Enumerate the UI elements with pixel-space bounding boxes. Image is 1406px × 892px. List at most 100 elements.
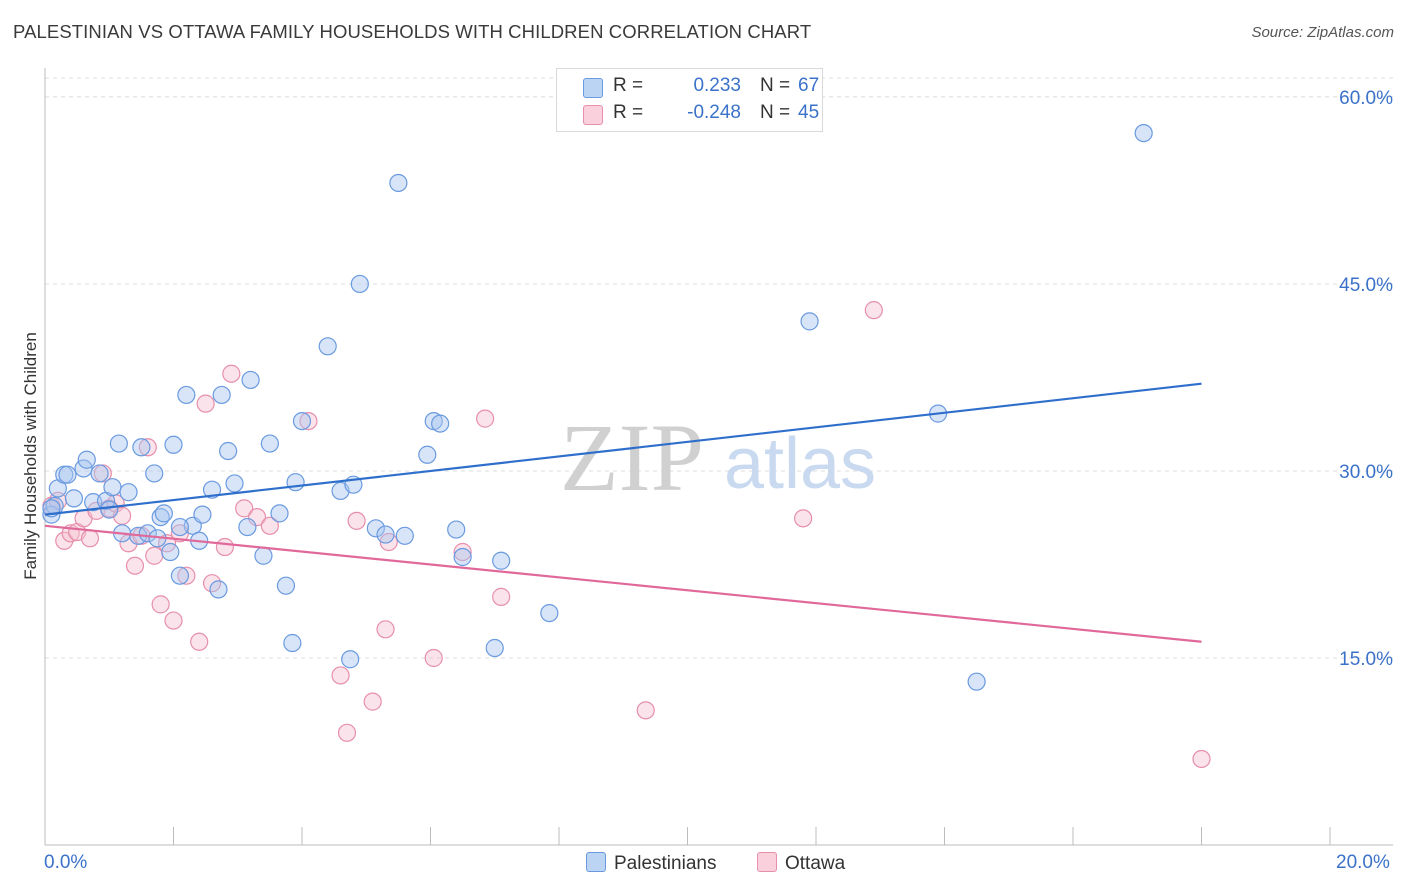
chart-title: PALESTINIAN VS OTTAWA FAMILY HOUSEHOLDS … [13,21,812,42]
ottawa-point [145,546,164,565]
palestinians-point [225,474,244,493]
ottawa-point [299,411,318,431]
legend-n-label: N = [760,75,791,96]
watermark-atlas: atlas [724,424,876,504]
palestinians-point [100,500,119,519]
ottawa-trend-line [44,524,1202,643]
source-label: Source: ZipAtlas.com [1251,24,1394,41]
palestinians-point [485,638,504,658]
watermark-zip: ZIP [560,404,704,511]
pink-swatch [583,105,603,125]
palestinians-point [800,312,819,331]
palestinians-point [177,385,196,405]
palestinians-point [241,370,260,390]
ottawa-point [80,529,100,548]
ottawa-point [235,499,254,518]
palestinians-point [154,504,173,523]
legend-ottawa: Ottawa [757,852,845,875]
palestinians-point [376,525,395,544]
palestinians-point [145,464,164,483]
y-tick-label: 60.0% [1339,88,1393,109]
palestinians-point [389,173,408,193]
ottawa-point [215,537,234,557]
blue-swatch [586,852,606,872]
ottawa-point [453,542,472,562]
ottawa-point [164,611,183,630]
ottawa-point [55,531,74,550]
ottawa-point [636,701,655,720]
ottawa-point [424,648,443,668]
ottawa-point [196,394,215,413]
blue-swatch [583,78,603,98]
palestinians-point [341,650,360,669]
palestinians-point [260,434,279,453]
ottawa-point [337,723,357,742]
palestinians-point [270,504,289,523]
palestinians-point [119,483,138,502]
palestinians-point [318,337,337,356]
x-axis-max-label: 20.0% [1336,852,1390,873]
legend-r-value: 0.233 [693,75,741,96]
palestinians-point [447,520,466,539]
ottawa-point [222,364,241,383]
palestinians-point [77,450,96,469]
palestinians-point [292,411,312,431]
palestinians-point [109,434,128,453]
pink-swatch [757,852,777,872]
palestinians-point [161,542,180,562]
ottawa-point [177,566,196,585]
ottawa-point [247,507,267,527]
trend-lines [44,382,1202,643]
palestinians-point [103,478,122,497]
legend-n-label: N = [760,102,791,123]
y-tick-label: 45.0% [1339,275,1393,296]
palestinians-point [283,633,302,653]
legend-n-value: 45 [798,102,820,123]
ottawa-point [260,516,279,535]
ottawa-point [864,301,883,320]
watermark: ZIP atlas [560,404,876,511]
palestinians-point [58,465,77,484]
ottawa-point [492,587,511,606]
ottawa-point [376,620,395,639]
palestinians-point [453,547,472,567]
palestinians-point [202,480,222,499]
palestinians-point [84,493,103,512]
ottawa-point [476,409,495,428]
palestinians-point [170,517,190,537]
ottawa-point [331,666,350,685]
legend-r-label: R = [613,75,644,96]
palestinians-point [431,414,450,433]
palestinians-point [212,385,231,405]
palestinians-point [286,473,305,492]
palestinians-point [418,445,437,464]
ottawa-point [794,509,813,528]
legend-n-value: 67 [798,75,820,96]
axes [44,68,1393,846]
legend-r-label: R = [613,102,644,123]
palestinians-point [254,546,273,565]
palestinians-point [1134,123,1153,143]
ottawa-point [138,438,157,457]
y-tick-label: 15.0% [1339,649,1393,670]
palestinians-point [492,551,511,570]
legend-palestinians-label: Palestinians [614,853,717,874]
palestinians-point [209,580,228,599]
palestinians-point [395,526,414,545]
gridlines [45,77,1393,659]
palestinians-point [90,464,109,483]
y-axis-label: Family Households with Children [21,332,40,580]
y-tick-label: 30.0% [1339,462,1393,483]
data-points [42,123,1211,769]
palestinians-point [193,505,212,524]
legend-ottawa-label: Ottawa [785,853,846,874]
palestinians-point [350,274,369,294]
palestinians-point [164,435,183,454]
y-tick-labels: 15.0% 30.0% 45.0% 60.0% [1339,88,1393,670]
palestinians-point [170,566,190,585]
palestinians-point [238,517,257,537]
palestinians-trend-line [44,382,1202,516]
ottawa-point [151,595,170,614]
ottawa-point [1192,749,1211,769]
